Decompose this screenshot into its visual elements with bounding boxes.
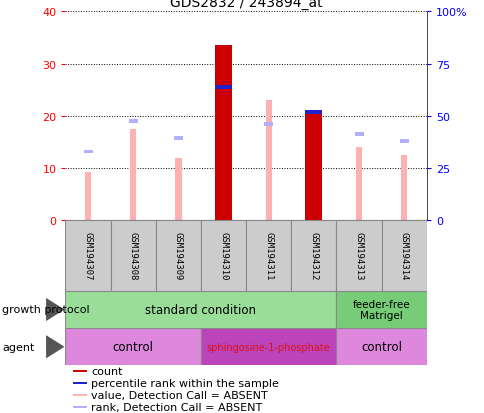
Text: control: control: [112, 340, 153, 354]
Bar: [128, 120, 137, 124]
Bar: [175, 158, 181, 221]
Text: count: count: [91, 366, 122, 376]
Polygon shape: [46, 335, 64, 358]
Text: sphingosine-1-phosphate: sphingosine-1-phosphate: [206, 342, 330, 352]
Bar: [85, 173, 91, 221]
Text: standard condition: standard condition: [145, 303, 256, 316]
Bar: [354, 133, 363, 137]
Bar: [400, 156, 407, 221]
Text: GSM194314: GSM194314: [399, 232, 408, 280]
Text: control: control: [361, 340, 401, 354]
Bar: [265, 101, 272, 221]
Text: GSM194313: GSM194313: [354, 232, 363, 280]
Bar: [381, 221, 426, 291]
Bar: [336, 291, 426, 328]
Bar: [65, 221, 110, 291]
Bar: [173, 137, 182, 140]
Text: percentile rank within the sample: percentile rank within the sample: [91, 378, 278, 388]
Text: GSM194307: GSM194307: [83, 232, 92, 280]
Polygon shape: [46, 298, 64, 321]
Bar: [83, 150, 92, 154]
Bar: [214, 46, 232, 221]
Text: value, Detection Call = ABSENT: value, Detection Call = ABSENT: [91, 390, 267, 400]
Title: GDS2832 / 243894_at: GDS2832 / 243894_at: [169, 0, 322, 10]
Bar: [304, 111, 322, 114]
Text: GSM194310: GSM194310: [219, 232, 227, 280]
Text: feeder-free
Matrigel: feeder-free Matrigel: [352, 299, 409, 320]
Bar: [304, 112, 322, 221]
Bar: [130, 130, 136, 221]
Bar: [73, 370, 87, 373]
Bar: [214, 86, 232, 90]
Text: growth protocol: growth protocol: [2, 305, 90, 315]
Bar: [110, 221, 155, 291]
Bar: [336, 221, 381, 291]
Bar: [155, 221, 200, 291]
Bar: [73, 406, 87, 408]
Bar: [65, 328, 200, 366]
Bar: [264, 123, 272, 126]
Bar: [200, 221, 245, 291]
Text: GSM194309: GSM194309: [174, 232, 182, 280]
Bar: [73, 382, 87, 384]
Bar: [245, 221, 291, 291]
Bar: [355, 148, 362, 221]
Text: GSM194308: GSM194308: [128, 232, 137, 280]
Text: agent: agent: [2, 342, 35, 352]
Bar: [336, 328, 426, 366]
Bar: [73, 394, 87, 396]
Text: GSM194311: GSM194311: [264, 232, 272, 280]
Text: rank, Detection Call = ABSENT: rank, Detection Call = ABSENT: [91, 402, 262, 412]
Bar: [200, 328, 336, 366]
Bar: [65, 291, 336, 328]
Text: GSM194312: GSM194312: [309, 232, 318, 280]
Bar: [399, 140, 408, 144]
Bar: [291, 221, 336, 291]
